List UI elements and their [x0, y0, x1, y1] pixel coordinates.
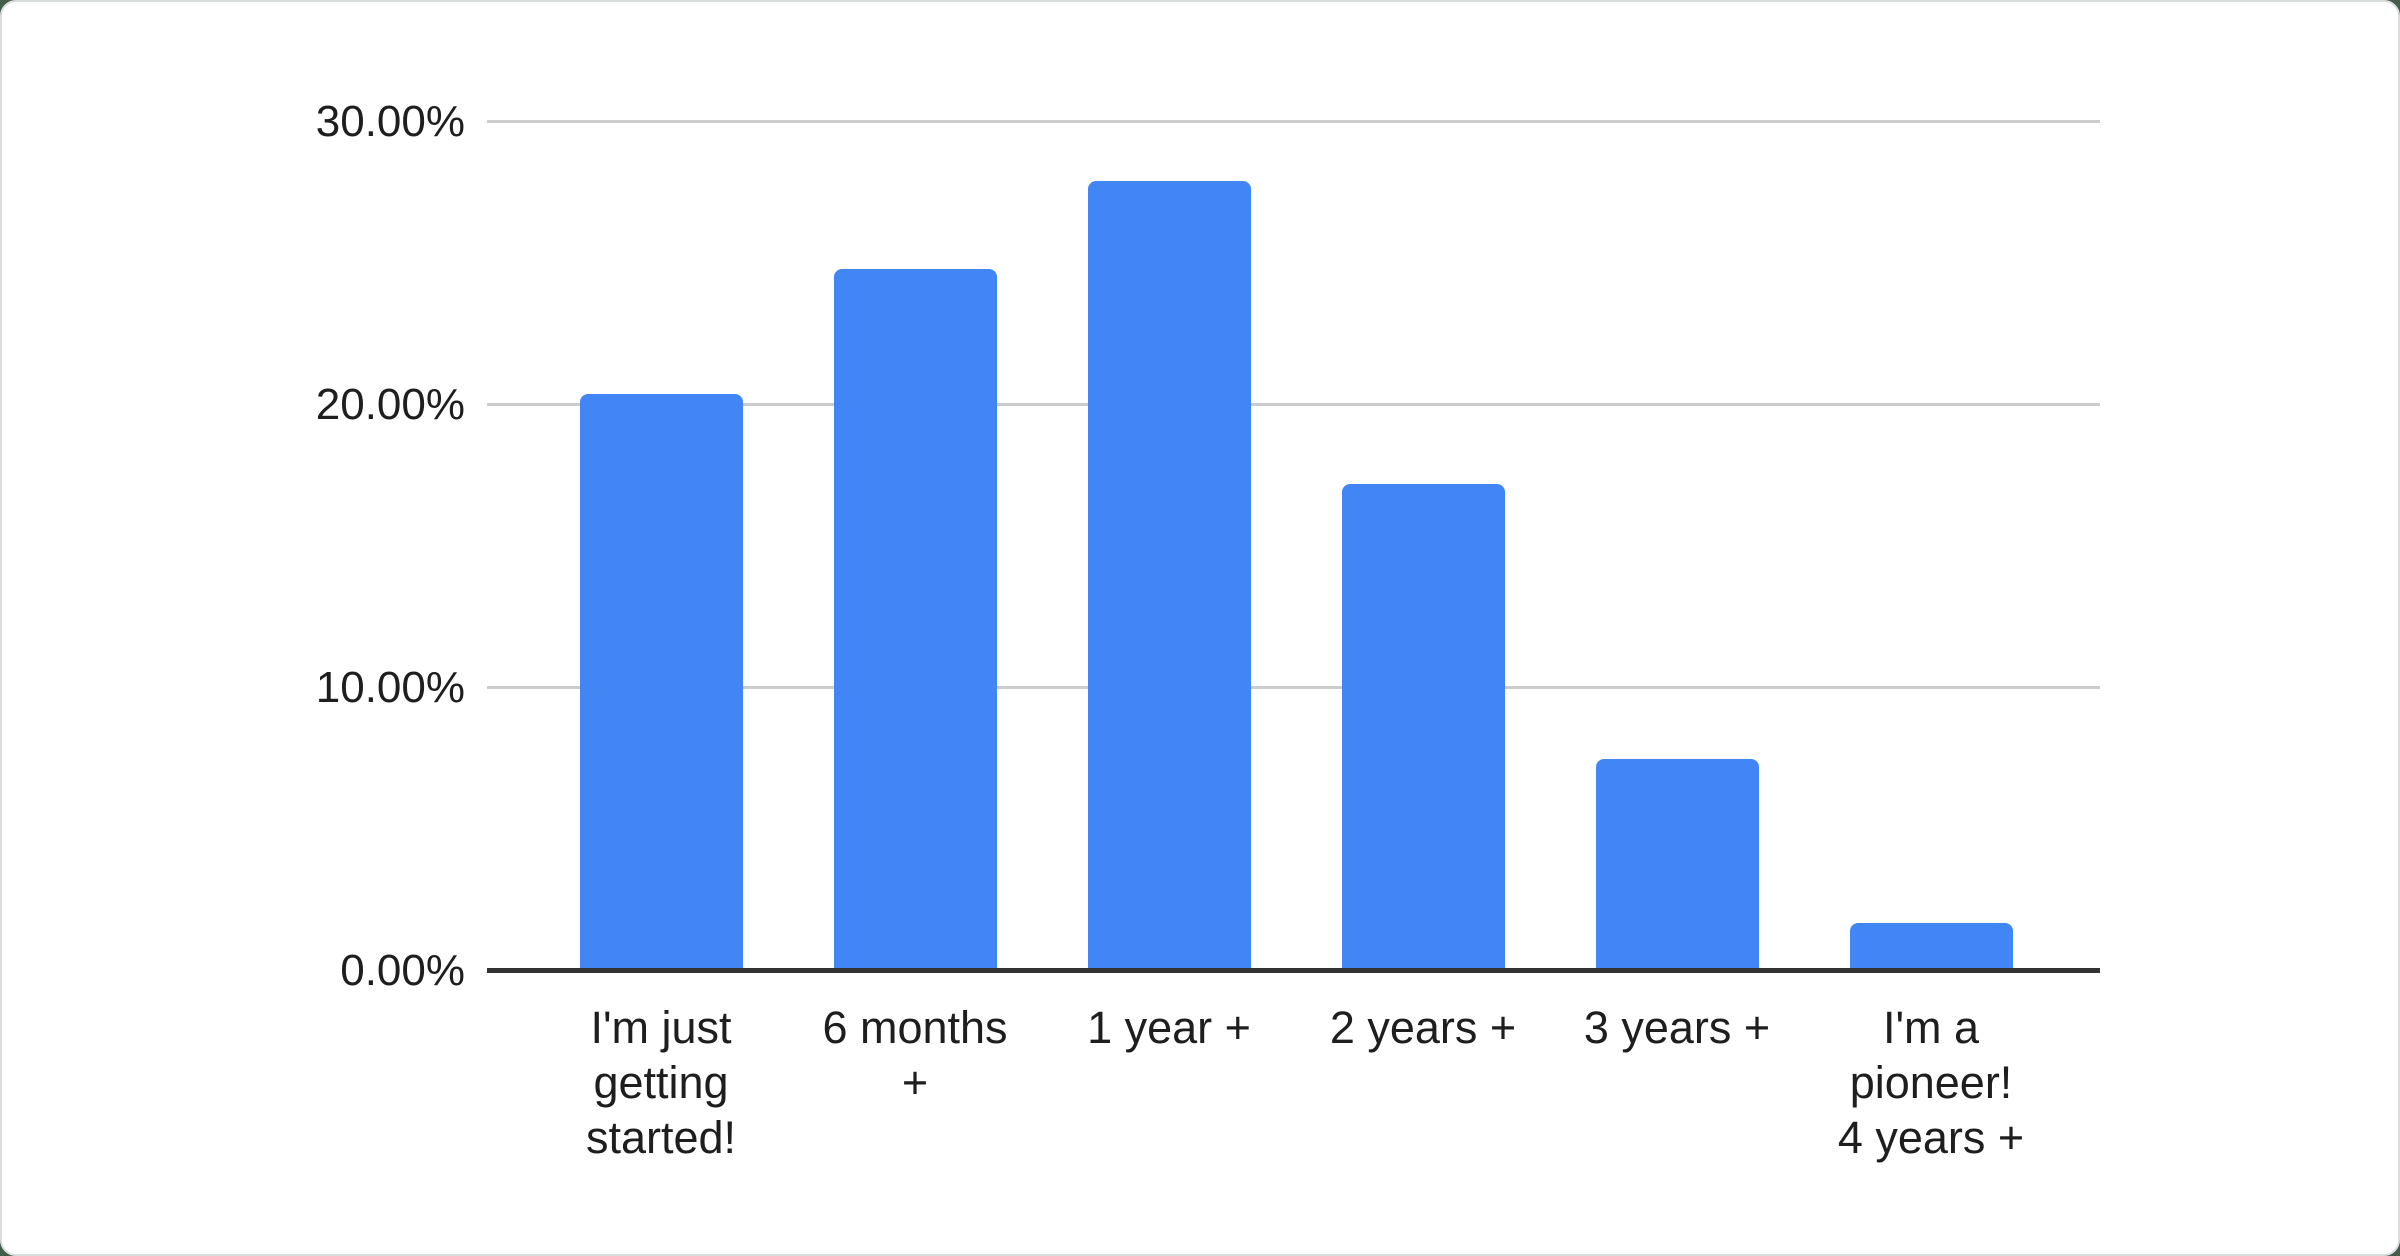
x-axis-tick-label: 2 years +	[1329, 1002, 1517, 1053]
bar-6	[1849, 923, 2013, 971]
bar-4	[1341, 484, 1505, 971]
x-axis-tick-label: I'm a pioneer! 4 years +	[1837, 1002, 2025, 1163]
y-axis-tick-label: 10.00%	[315, 663, 465, 712]
plot-area	[487, 120, 2100, 973]
bar-2	[833, 269, 997, 971]
y-axis-tick-label: 0.00%	[340, 946, 465, 995]
gridline	[487, 120, 2100, 123]
x-axis-tick-label: 1 year +	[1087, 1002, 1251, 1053]
bar-5	[1595, 759, 1759, 971]
x-axis-tick-label: I'm just getting started!	[585, 1002, 737, 1163]
bar-3	[1087, 181, 1251, 971]
x-axis-line	[487, 968, 2100, 973]
gridline	[487, 403, 2100, 406]
x-axis-tick-label: 3 years +	[1583, 1002, 1771, 1053]
gridline	[487, 686, 2100, 689]
y-axis-tick-label: 20.00%	[315, 380, 465, 429]
y-axis-tick-label: 30.00%	[315, 97, 465, 146]
x-axis-tick-label: 6 months +	[822, 1002, 1008, 1108]
bar-1	[579, 394, 743, 971]
